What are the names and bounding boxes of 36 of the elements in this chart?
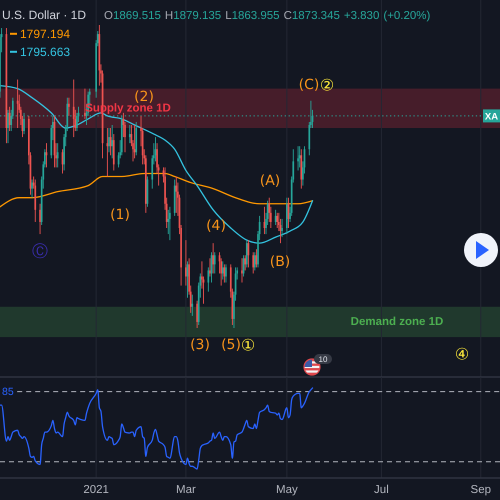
legend-label: 1795.663 (20, 45, 70, 59)
ref-line-label: XA (484, 111, 498, 122)
candlestick (39, 203, 41, 235)
x-tick-label: May (276, 484, 298, 496)
x-tick-label: 2021 (83, 484, 109, 496)
text: (5) (221, 337, 241, 353)
candlestick (23, 112, 25, 135)
candlestick (248, 240, 250, 268)
chart-title: U.S. Dollar · 1D (2, 8, 86, 22)
candlestick (288, 197, 290, 228)
candlestick (31, 179, 33, 198)
x-tick-label: Sep (470, 484, 492, 496)
candlestick (46, 142, 48, 168)
candlestick (68, 97, 70, 116)
annotation: Ⓒ (32, 242, 48, 260)
annotation: (4) (206, 218, 226, 234)
text: ④ (454, 344, 470, 364)
candlestick (297, 146, 299, 171)
text: (3) (190, 337, 210, 353)
annotation: ② (320, 76, 334, 94)
annotation: (B) (270, 254, 290, 270)
text: ① (240, 336, 256, 354)
x-tick-label: Jul (374, 484, 389, 496)
x-tick-label: Mar (176, 484, 196, 496)
candlestick (7, 109, 9, 144)
annotation: (1) (110, 207, 130, 223)
candlestick (225, 264, 227, 283)
legend-label: 1797.194 (20, 27, 70, 41)
text: O1869.515 H1879.135 L1863.955 C1873.345 +3.830 (+0.20%) (104, 10, 430, 22)
annotation: (2) (134, 89, 154, 105)
candlestick (281, 218, 283, 238)
candlestick (154, 136, 156, 162)
annotation: (A) (260, 173, 280, 189)
series-label: 85 (2, 386, 14, 398)
band-label: Demand zone 1D (350, 316, 444, 328)
annotation: (C) (298, 77, 320, 93)
